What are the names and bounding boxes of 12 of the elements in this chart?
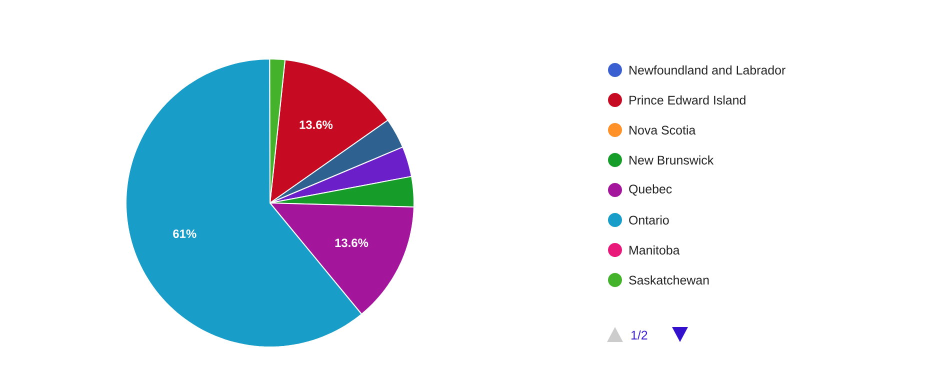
legend-label: Prince Edward Island — [630, 95, 746, 105]
data-label: 13.6% — [335, 238, 368, 248]
data-label: 61% — [173, 230, 196, 238]
legend-label: Saskatchewan — [629, 275, 709, 285]
text: 1/2 — [631, 330, 648, 340]
legend-label: Ontario — [629, 215, 669, 225]
data-label: 13.6% — [300, 120, 333, 130]
legend-label: New Brunswick — [630, 155, 714, 165]
legend-label: Nova Scotia — [630, 125, 696, 135]
legend-label: Manitoba — [630, 245, 680, 255]
legend-label: Newfoundland and Labrador — [630, 65, 786, 75]
legend-label: Quebec — [629, 184, 672, 196]
